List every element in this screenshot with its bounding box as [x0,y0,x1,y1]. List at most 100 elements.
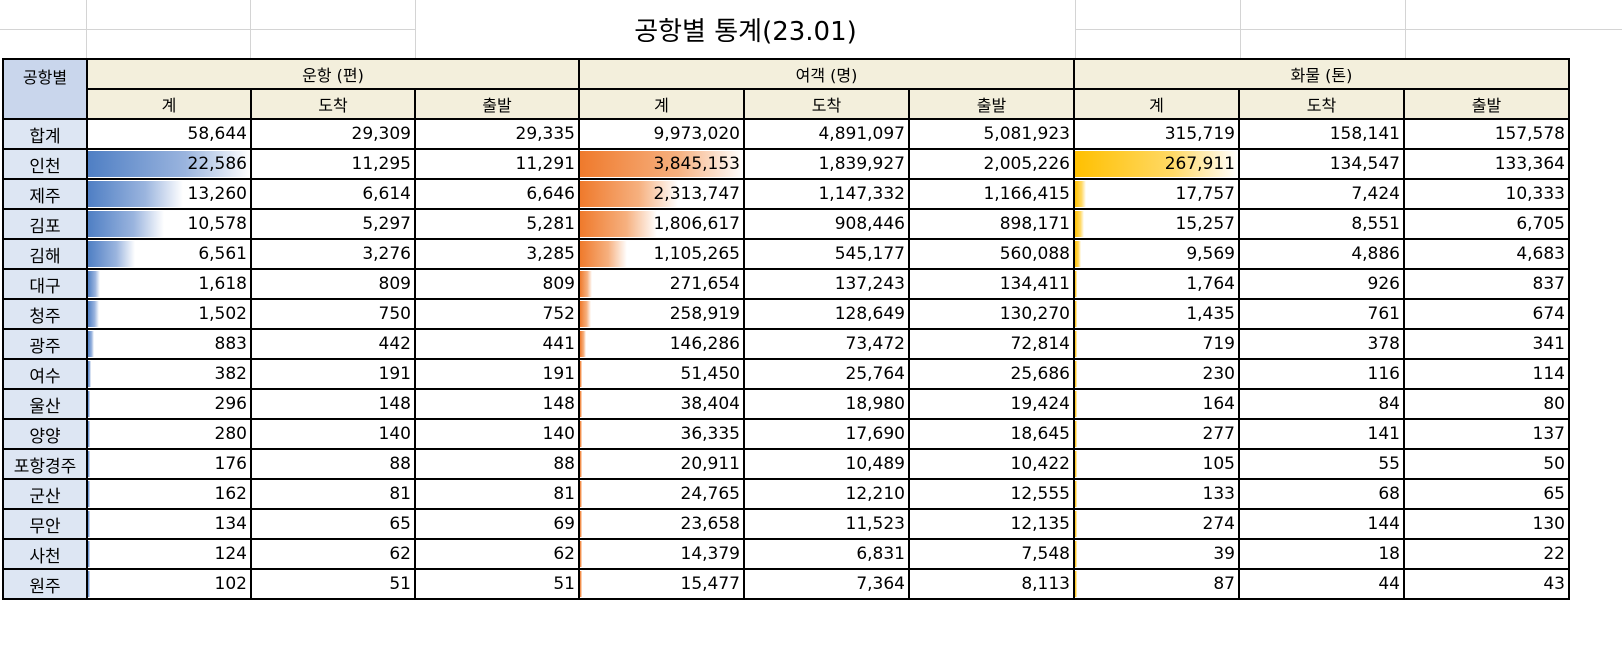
data-cell[interactable]: 1,147,332 [743,178,910,210]
data-cell[interactable]: 146,286 [578,328,745,360]
data-cell[interactable]: 191 [250,358,416,390]
data-cell[interactable]: 1,105,265 [578,238,745,270]
data-cell[interactable]: 6,831 [743,538,910,570]
data-cell[interactable]: 883 [86,328,252,360]
data-cell[interactable]: 5,297 [250,208,416,240]
data-cell[interactable]: 341 [1403,328,1570,360]
row-label-cell[interactable]: 제주 [2,178,88,210]
data-cell[interactable]: 4,683 [1403,238,1570,270]
data-cell[interactable]: 72,814 [908,328,1075,360]
row-label-cell[interactable]: 김해 [2,238,88,270]
data-cell[interactable]: 69 [414,508,580,540]
data-cell[interactable]: 133 [1073,478,1240,510]
data-cell[interactable]: 81 [250,478,416,510]
data-cell[interactable]: 2,005,226 [908,148,1075,180]
data-cell[interactable]: 267,911 [1073,148,1240,180]
data-cell[interactable]: 296 [86,388,252,420]
data-cell[interactable]: 11,291 [414,148,580,180]
data-cell[interactable]: 12,210 [743,478,910,510]
data-cell[interactable]: 11,295 [250,148,416,180]
data-cell[interactable]: 140 [250,418,416,450]
data-cell[interactable]: 80 [1403,388,1570,420]
data-cell[interactable]: 25,686 [908,358,1075,390]
data-cell[interactable]: 560,088 [908,238,1075,270]
data-cell[interactable]: 134 [86,508,252,540]
data-cell[interactable]: 1,166,415 [908,178,1075,210]
data-cell[interactable]: 116 [1238,358,1405,390]
subheader-cell[interactable]: 도착 [1238,88,1405,120]
data-cell[interactable]: 719 [1073,328,1240,360]
row-label-cell[interactable]: 사천 [2,538,88,570]
data-cell[interactable]: 274 [1073,508,1240,540]
row-label-cell[interactable]: 포항경주 [2,448,88,480]
data-cell[interactable]: 1,618 [86,268,252,300]
data-cell[interactable]: 22 [1403,538,1570,570]
data-cell[interactable]: 162 [86,478,252,510]
data-cell[interactable]: 17,757 [1073,178,1240,210]
subheader-cell[interactable]: 출발 [414,88,580,120]
data-cell[interactable]: 4,891,097 [743,118,910,150]
data-cell[interactable]: 9,569 [1073,238,1240,270]
data-cell[interactable]: 15,477 [578,568,745,600]
data-cell[interactable]: 39 [1073,538,1240,570]
data-cell[interactable]: 10,422 [908,448,1075,480]
data-cell[interactable]: 1,839,927 [743,148,910,180]
data-cell[interactable]: 58,644 [86,118,252,150]
data-cell[interactable]: 6,646 [414,178,580,210]
data-cell[interactable]: 36,335 [578,418,745,450]
row-label-cell[interactable]: 인천 [2,148,88,180]
data-cell[interactable]: 7,424 [1238,178,1405,210]
data-cell[interactable]: 11,523 [743,508,910,540]
data-cell[interactable]: 8,551 [1238,208,1405,240]
data-cell[interactable]: 15,257 [1073,208,1240,240]
header-group-flights[interactable]: 운항 (편) [86,58,580,90]
data-cell[interactable]: 23,658 [578,508,745,540]
subheader-cell[interactable]: 도착 [250,88,416,120]
data-cell[interactable]: 809 [414,268,580,300]
row-label-cell[interactable]: 무안 [2,508,88,540]
data-cell[interactable]: 191 [414,358,580,390]
data-cell[interactable]: 87 [1073,568,1240,600]
data-cell[interactable]: 4,886 [1238,238,1405,270]
data-cell[interactable]: 141 [1238,418,1405,450]
data-cell[interactable]: 176 [86,448,252,480]
data-cell[interactable]: 5,281 [414,208,580,240]
data-cell[interactable]: 674 [1403,298,1570,330]
data-cell[interactable]: 68 [1238,478,1405,510]
subheader-cell[interactable]: 계 [1073,88,1240,120]
row-label-cell[interactable]: 대구 [2,268,88,300]
data-cell[interactable]: 102 [86,568,252,600]
data-cell[interactable]: 62 [414,538,580,570]
data-cell[interactable]: 65 [1403,478,1570,510]
data-cell[interactable]: 280 [86,418,252,450]
data-cell[interactable]: 271,654 [578,268,745,300]
data-cell[interactable]: 277 [1073,418,1240,450]
data-cell[interactable]: 130 [1403,508,1570,540]
row-label-cell[interactable]: 합계 [2,118,88,150]
data-cell[interactable]: 128,649 [743,298,910,330]
row-label-cell[interactable]: 양양 [2,418,88,450]
data-cell[interactable]: 3,285 [414,238,580,270]
subheader-cell[interactable]: 도착 [743,88,910,120]
data-cell[interactable]: 378 [1238,328,1405,360]
data-cell[interactable]: 258,919 [578,298,745,330]
data-cell[interactable]: 51 [250,568,416,600]
subheader-cell[interactable]: 계 [86,88,252,120]
data-cell[interactable]: 65 [250,508,416,540]
data-cell[interactable]: 1,502 [86,298,252,330]
data-cell[interactable]: 124 [86,538,252,570]
data-cell[interactable]: 2,313,747 [578,178,745,210]
data-cell[interactable]: 382 [86,358,252,390]
data-cell[interactable]: 12,555 [908,478,1075,510]
subheader-cell[interactable]: 출발 [908,88,1075,120]
data-cell[interactable]: 809 [250,268,416,300]
data-cell[interactable]: 55 [1238,448,1405,480]
data-cell[interactable]: 908,446 [743,208,910,240]
data-cell[interactable]: 6,561 [86,238,252,270]
data-cell[interactable]: 7,364 [743,568,910,600]
data-cell[interactable]: 898,171 [908,208,1075,240]
sheet-title[interactable]: 공항별 통계(23.01) [416,0,1075,58]
data-cell[interactable]: 105 [1073,448,1240,480]
data-cell[interactable]: 164 [1073,388,1240,420]
data-cell[interactable]: 29,309 [250,118,416,150]
